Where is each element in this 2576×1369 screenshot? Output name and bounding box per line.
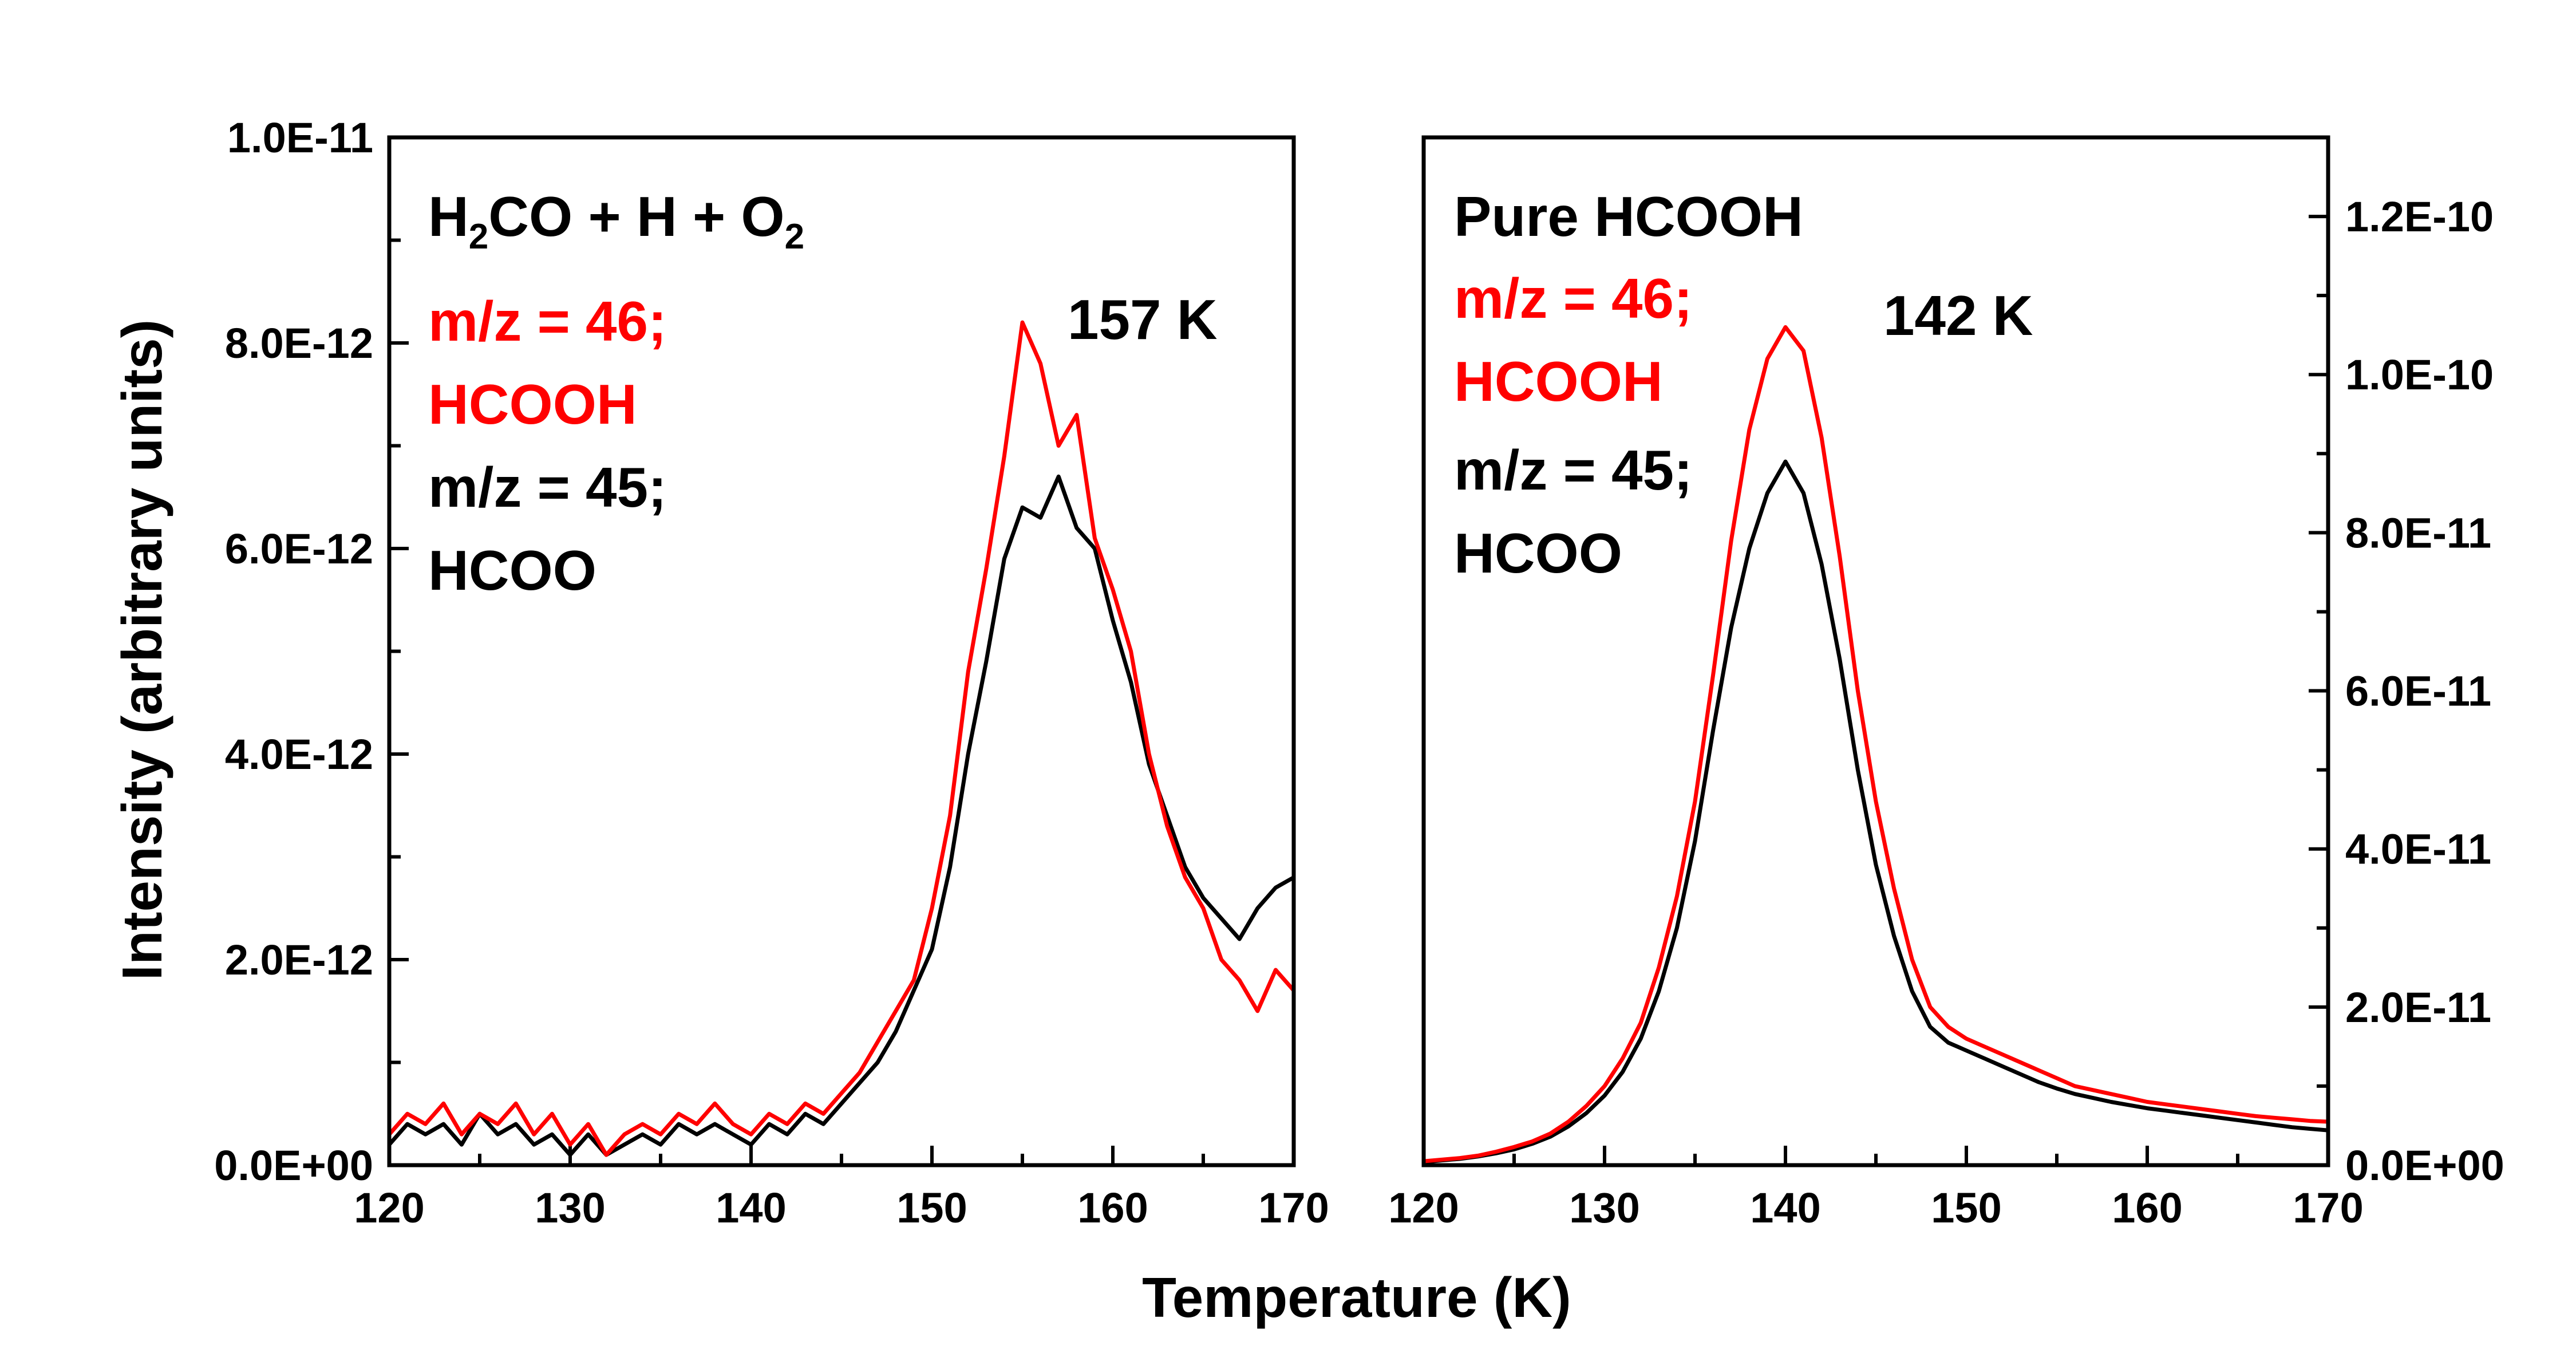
left-annotation-black-mz: m/z = 45;	[428, 456, 667, 519]
left-annotation-red-mz: m/z = 46;	[428, 290, 667, 353]
left-plot-frame	[387, 135, 1296, 1167]
right-panel: 120 130 140 150 160 170 0.0E+00 2.0E-11 4.0E-11…	[1388, 135, 2504, 1232]
left-x-tick-label: 150	[896, 1184, 967, 1232]
right-annotation-title: Pure HCOOH	[1454, 185, 1803, 248]
right-series-group	[1423, 325, 2329, 1164]
left-x-tick-label: 130	[535, 1184, 605, 1232]
x-axis-title: Temperature (K)	[1142, 1266, 1571, 1329]
right-plot-frame	[1421, 135, 2330, 1167]
right-annotation-red-mz: m/z = 46;	[1454, 267, 1693, 330]
left-x-tick-label: 120	[354, 1184, 424, 1232]
left-annotation-black-species: HCOO	[428, 539, 596, 602]
left-annotation-sub1: 2	[469, 217, 488, 257]
left-peak-label: 157 K	[1068, 288, 1218, 351]
right-y-tick-label: 1.0E-10	[2345, 351, 2494, 399]
right-series-mz46-hcooh	[1423, 325, 2329, 1163]
left-annotation-reaction: H2CO + H + O2	[428, 185, 804, 257]
left-annotation-sub2: 2	[785, 217, 804, 257]
left-y-tick-label: 6.0E-12	[225, 525, 373, 573]
right-x-tick-label: 150	[1931, 1184, 2001, 1232]
left-annotation-mid: CO + H + O	[488, 185, 784, 248]
left-panel: 120 130 140 150 160 170 0.0E+00 2.0E-12 4.0E-12…	[214, 114, 1329, 1232]
right-x-tick-labels: 120 130 140 150 160 170	[1388, 1184, 2363, 1232]
right-x-tick-label: 130	[1569, 1184, 1639, 1232]
left-series-mz46-hcooh	[388, 320, 1295, 1157]
left-x-tick-label: 160	[1077, 1184, 1148, 1232]
right-series-mz45-hcoo	[1423, 459, 2329, 1164]
right-y-tick-label: 0.0E+00	[2345, 1142, 2504, 1189]
left-y-tick-label: 0.0E+00	[214, 1142, 373, 1189]
right-annotation-black-mz: m/z = 45;	[1454, 439, 1693, 502]
left-series-mz45-hcoo	[388, 474, 1295, 1157]
y-axis-title: Intensity (arbitrary units)	[110, 319, 173, 980]
right-x-tick-label: 170	[2293, 1184, 2363, 1232]
right-y-tick-label: 2.0E-11	[2345, 984, 2491, 1031]
left-annotation-h: H	[428, 185, 469, 248]
right-peak-label: 142 K	[1883, 284, 2033, 347]
left-y-tick-label: 2.0E-12	[225, 936, 373, 984]
left-annotation-red-species: HCOOH	[428, 373, 637, 436]
right-x-tick-label: 120	[1388, 1184, 1459, 1232]
right-annotation-black-species: HCOO	[1454, 522, 1622, 585]
right-annotation-red-species: HCOOH	[1454, 350, 1663, 413]
left-x-tick-label: 140	[716, 1184, 786, 1232]
left-y-tick-labels: 0.0E+00 2.0E-12 4.0E-12 6.0E-12 8.0E-12 1.0E-…	[214, 114, 373, 1189]
right-y-tick-label: 1.2E-10	[2345, 193, 2494, 240]
left-series-group	[388, 320, 1295, 1157]
right-x-tick-label: 160	[2112, 1184, 2182, 1232]
right-y-tick-label: 8.0E-11	[2345, 509, 2491, 557]
left-x-tick-labels: 120 130 140 150 160 170	[354, 1184, 1329, 1232]
right-y-tick-labels: 0.0E+00 2.0E-11 4.0E-11 6.0E-11 8.0E-11 1.0E-…	[2345, 193, 2504, 1189]
right-x-tick-label: 140	[1750, 1184, 1820, 1232]
left-y-tick-label: 4.0E-12	[225, 731, 373, 778]
right-y-tick-label: 6.0E-11	[2345, 668, 2491, 715]
left-y-tick-label: 8.0E-12	[225, 319, 373, 367]
left-y-tick-label: 1.0E-11	[227, 114, 373, 161]
right-y-tick-label: 4.0E-11	[2345, 826, 2491, 873]
left-x-tick-label: 170	[1258, 1184, 1329, 1232]
